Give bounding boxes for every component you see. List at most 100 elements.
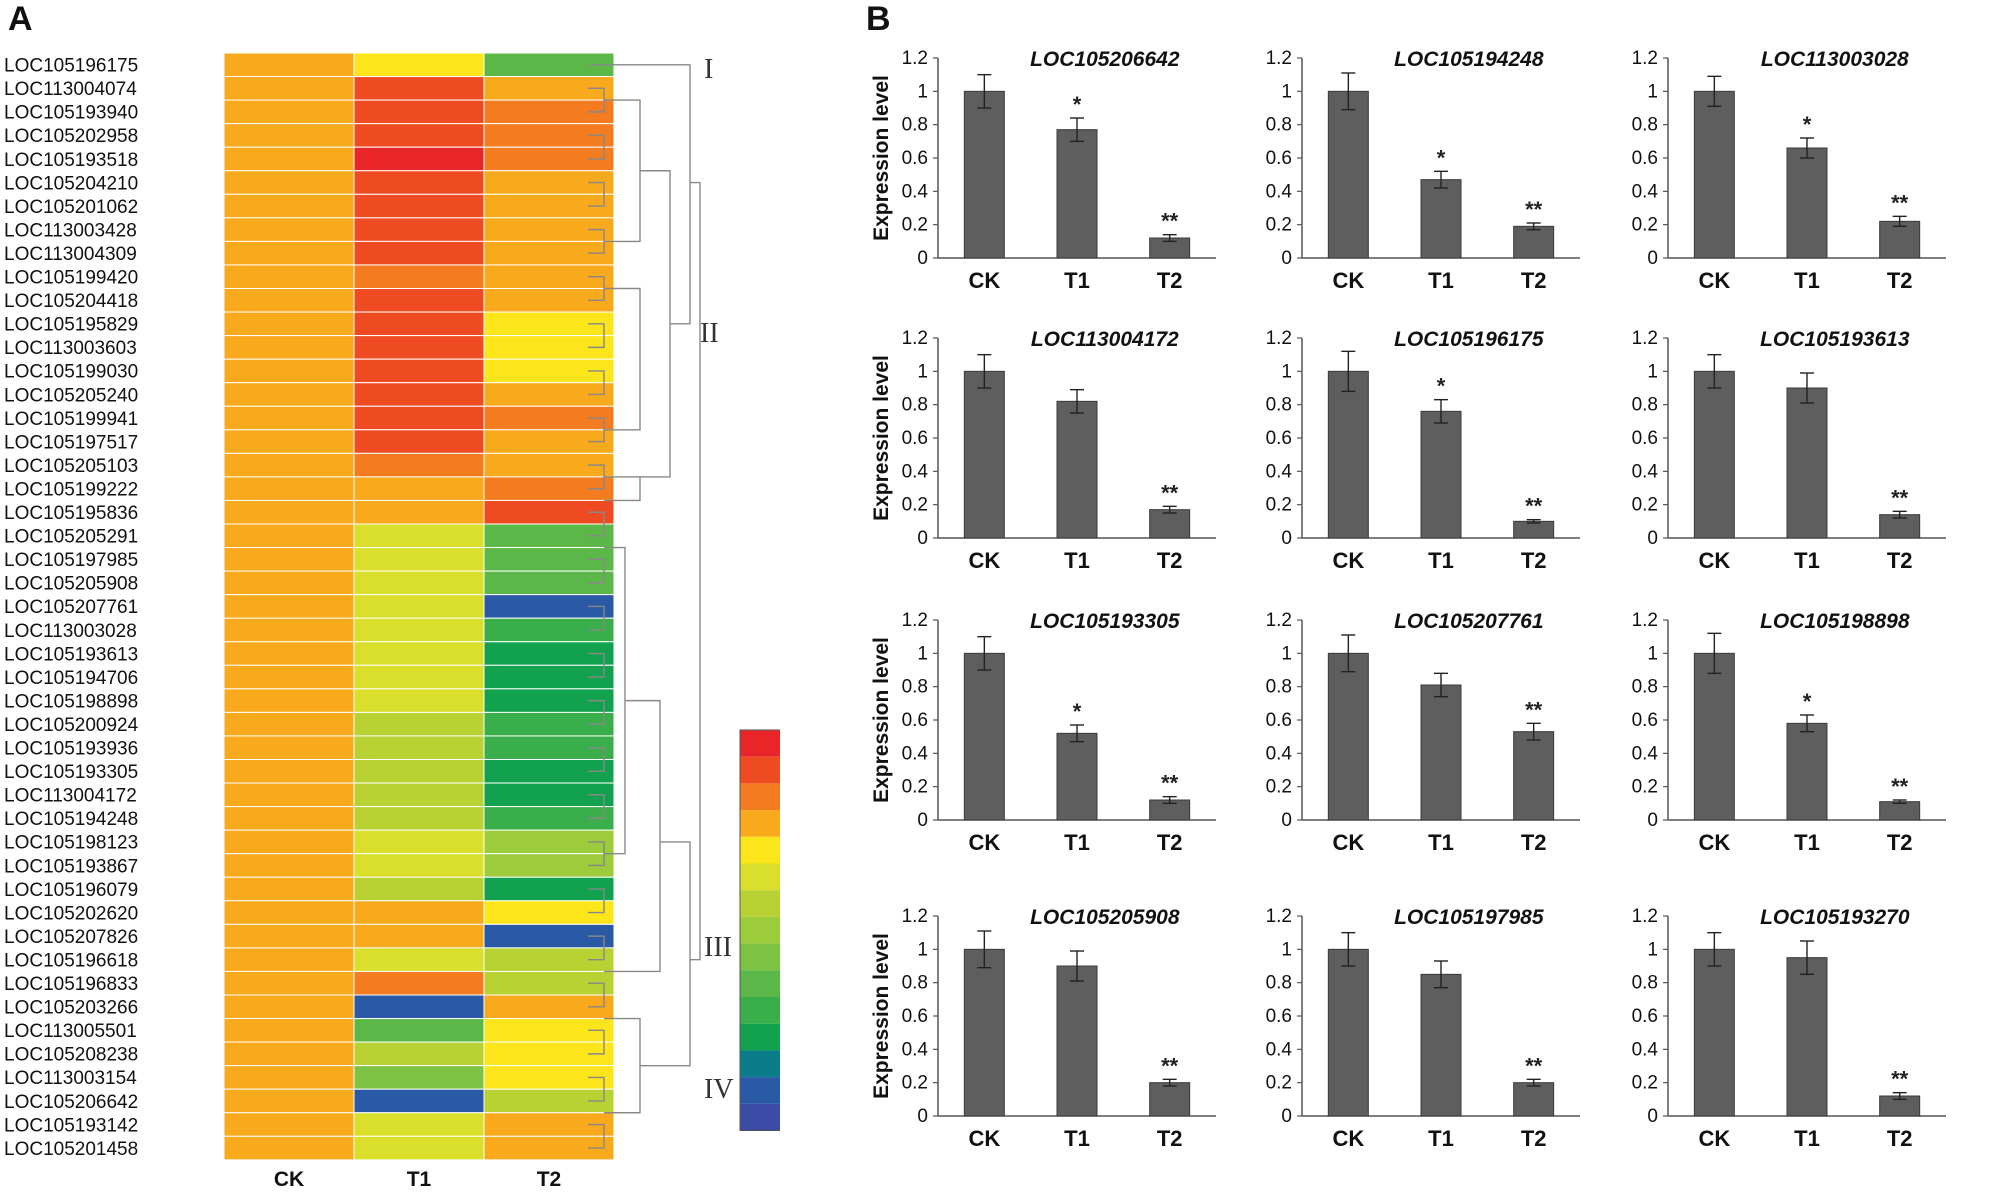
y-axis-label: Expression level [870,75,893,241]
heatmap-cell [353,288,485,313]
y-tick-label: 1.2 [902,906,928,927]
legend-swatch [740,1023,780,1051]
heatmap-cell [353,123,485,148]
heatmap-cell [353,1041,485,1067]
significance-mark: ** [1525,494,1543,519]
bar-chart-LOC105193613: 0 0.2 0.4 0.6 0.8 1 1.2 CK T1 ** T2 LOC105193613 [1632,328,1946,573]
y-tick-label: 0.8 [1632,115,1658,136]
y-tick-label: 0.2 [1266,1073,1292,1094]
y-tick-label: 0.6 [902,710,928,731]
bar [1513,1082,1555,1117]
legend-swatch [740,863,780,891]
y-tick-label: 1 [1647,939,1658,960]
bar [1149,509,1191,539]
bar-chart-LOC105197985: 0 0.2 0.4 0.6 0.8 1 1.2 CK T1 ** T2 LOC105197985 [1266,906,1580,1151]
y-tick-label: 0 [1647,248,1658,269]
heatmap-cell [353,476,485,501]
heatmap-cell [223,217,355,242]
bar [1327,948,1369,1117]
heatmap-cell [223,1135,355,1161]
heatmap-cell [223,876,355,902]
chart-title: LOC113003028 [1761,48,1909,71]
bar [1420,684,1462,821]
legend-swatch [740,783,780,811]
heatmap-cell [353,688,485,713]
x-category-label: T1 [1794,268,1820,293]
y-tick-label: 1 [1281,81,1292,102]
y-tick-label: 0.6 [1632,148,1658,169]
heatmap-cell [353,382,485,407]
y-tick-label: 0.4 [1632,181,1659,202]
y-tick-label: 1.2 [1266,48,1292,69]
y-tick-label: 0 [917,528,928,549]
heatmap-cell [353,99,485,125]
heatmap-cell [353,947,485,972]
y-tick-label: 0.8 [1266,973,1292,994]
y-tick-label: 0 [1281,528,1292,549]
y-tick-label: 0.4 [1632,461,1659,482]
heatmap-cell [353,547,485,572]
y-tick-label: 1 [917,939,928,960]
x-category-label: T2 [1521,830,1547,855]
x-category-label: T1 [1794,1126,1820,1151]
significance-mark: ** [1161,1053,1179,1078]
cluster-label: II [700,318,719,349]
gene-label: LOC105207826 [4,927,138,948]
bar [1327,90,1369,259]
bar [1786,387,1828,539]
bar [1513,731,1555,821]
heatmap-cell [353,1112,485,1137]
heatmap-cell [223,358,355,384]
x-category-label: T1 [1428,1126,1454,1151]
heatmap-cell [223,853,355,878]
heatmap-cell [353,217,485,242]
bar [1420,179,1462,259]
legend-swatch [740,997,780,1024]
y-tick-label: 1 [1281,939,1292,960]
y-tick-label: 1 [1647,643,1658,664]
gene-label: LOC105193940 [4,103,138,124]
heatmap-cell [353,311,485,337]
bar [1056,129,1098,259]
legend-swatch [740,890,780,917]
legend-swatch [740,970,780,997]
heatmap-cell [353,782,485,808]
heatmap-cell [353,617,485,643]
legend-swatch [740,810,780,837]
significance-mark: ** [1891,774,1909,799]
heatmap-cell [223,99,355,125]
bar [1420,973,1462,1117]
y-tick-label: 0 [1647,528,1658,549]
x-category-label: T2 [1887,548,1913,573]
heatmap-cell [353,523,485,549]
heatmap-cell [223,452,355,478]
gene-label: LOC105201458 [4,1139,138,1160]
heatmap-cell [353,429,485,454]
heatmap-cell [353,146,485,172]
y-tick-label: 0.6 [1266,428,1292,449]
heatmap-cell [223,782,355,808]
heatmap-cell [223,900,355,925]
heatmap-cell [353,853,485,878]
bar-chart-LOC105198898: 0 0.2 0.4 0.6 0.8 1 1.2 CK * T1 ** T2 LOC105198898 [1632,610,1946,855]
y-tick-label: 1 [917,643,928,664]
chart-title: LOC105206642 [1030,48,1180,71]
gene-label: LOC105205908 [4,574,138,595]
x-category-label: CK [1698,830,1730,855]
heatmap-cell [223,711,355,737]
x-category-label: T1 [1794,830,1820,855]
x-category-label: CK [1332,830,1364,855]
x-category-label: CK [968,1126,1000,1151]
heatmap-cell [353,1088,485,1114]
legend-swatch [740,1103,780,1131]
y-tick-label: 0.2 [1632,215,1658,236]
significance-mark: * [1073,699,1082,724]
bar [963,90,1005,259]
heatmap-cell [353,900,485,925]
heatmap-cell [353,759,485,784]
gene-label: LOC113003603 [4,338,137,359]
gene-label: LOC105196618 [4,950,138,971]
significance-mark: ** [1891,1067,1909,1092]
x-category-label: T1 [1064,830,1090,855]
heatmap-cell [223,970,355,996]
